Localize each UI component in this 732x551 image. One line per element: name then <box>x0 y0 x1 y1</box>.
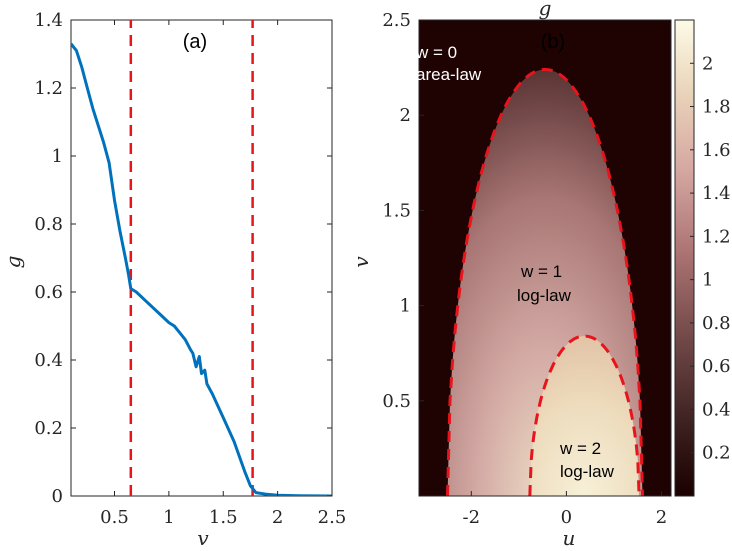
colorbar-ticks: 0.2 0.4 0.6 0.8 1 1.2 1.4 1.6 1.8 2 <box>690 53 731 464</box>
panel-b: -2 0 2 0.5 1 1.5 2 2.5 (b) g u v w = 0 area-la… <box>349 0 672 550</box>
y-tick-label-a: 1 <box>52 146 63 167</box>
annotation-w1-line2: log-law <box>517 286 572 305</box>
x-tick-label-b: -2 <box>463 507 481 528</box>
colorbar-tick-label: 1.4 <box>702 183 731 204</box>
y-tick-label-a: 0.4 <box>34 350 63 371</box>
outer-boundary <box>446 67 644 496</box>
y-tick-label-b: 0.5 <box>382 391 411 412</box>
annotation-w2-line1: w = 2 <box>559 439 601 458</box>
critical-lines-a <box>129 20 254 496</box>
colorbar-tick-label: 0.6 <box>702 356 731 377</box>
y-tick-label-b: 1 <box>400 296 411 317</box>
annotation-w2-line2: log-law <box>560 462 615 481</box>
panel-label-a: (a) <box>183 31 207 53</box>
colorbar-tick-label: 1.8 <box>702 97 731 118</box>
colorbar-tick-label: 0.2 <box>702 443 731 464</box>
panel-label-b: (b) <box>541 31 565 53</box>
colorbar-tick-label: 0.4 <box>702 399 731 420</box>
annotation-w0-line1: w = 0 <box>415 43 457 62</box>
series-line-g <box>71 42 332 496</box>
colorbar-tick-label: 1 <box>702 270 713 291</box>
x-axis-label-a: v <box>197 526 209 550</box>
annotation-w0-line2: area-law <box>416 65 482 84</box>
x-tick-label-b: 2 <box>656 507 667 528</box>
heatmap-b <box>419 20 671 496</box>
y-tick-label-a: 0 <box>52 486 63 507</box>
y-tick-label-b: 2 <box>400 105 411 126</box>
x-axis-label-b: u <box>563 526 576 550</box>
y-tick-label-b: 1.5 <box>382 200 411 221</box>
y-tick-label-a: 0.2 <box>34 418 63 439</box>
colorbar-tick-label: 1.2 <box>702 226 731 247</box>
colorbar: 0.2 0.4 0.6 0.8 1 1.2 1.4 1.6 1.8 2 <box>674 19 731 497</box>
y-tick-label-b: 2.5 <box>382 10 411 31</box>
chart-title-b: g <box>539 0 552 20</box>
colorbar-gradient <box>674 19 695 497</box>
annotation-w1-line1: w = 1 <box>520 262 562 281</box>
x-ticks-a: 0.5 1 1.5 2 2.5 <box>100 20 346 528</box>
series-lines-a <box>71 42 332 496</box>
x-tick-label-a: 1.5 <box>209 507 238 528</box>
x-ticks-b: -2 0 2 <box>463 491 667 528</box>
region-w2-fill <box>529 336 640 496</box>
y-tick-label-a: 1.2 <box>34 78 63 99</box>
y-tick-label-a: 0.8 <box>34 214 63 235</box>
panel-b-axes-box <box>418 19 672 497</box>
x-tick-label-a: 2 <box>272 507 283 528</box>
colorbar-tick-label: 0.8 <box>702 313 731 334</box>
y-ticks-a: 0 0.2 0.4 0.6 0.8 1 1.2 1.4 <box>34 10 332 507</box>
y-ticks-b: 0.5 1 1.5 2 2.5 <box>382 10 424 412</box>
panel-a-axes-box <box>70 19 333 497</box>
y-tick-label-a: 1.4 <box>34 10 63 31</box>
y-axis-label-b: v <box>349 256 373 268</box>
y-tick-label-a: 0.6 <box>34 282 63 303</box>
y-axis-label-a: g <box>1 256 25 269</box>
x-tick-label-a: 1 <box>163 507 174 528</box>
x-tick-label-b: 0 <box>561 507 572 528</box>
inner-boundary <box>528 334 641 496</box>
panel-a: 0.5 1 1.5 2 2.5 0 0.2 0.4 0.6 0.8 1 1.2 1.4 (a) v g <box>1 10 346 550</box>
x-tick-label-a: 2.5 <box>318 507 347 528</box>
colorbar-tick-label: 2 <box>702 53 713 74</box>
x-tick-label-a: 0.5 <box>100 507 129 528</box>
colorbar-tick-label: 1.6 <box>702 140 731 161</box>
